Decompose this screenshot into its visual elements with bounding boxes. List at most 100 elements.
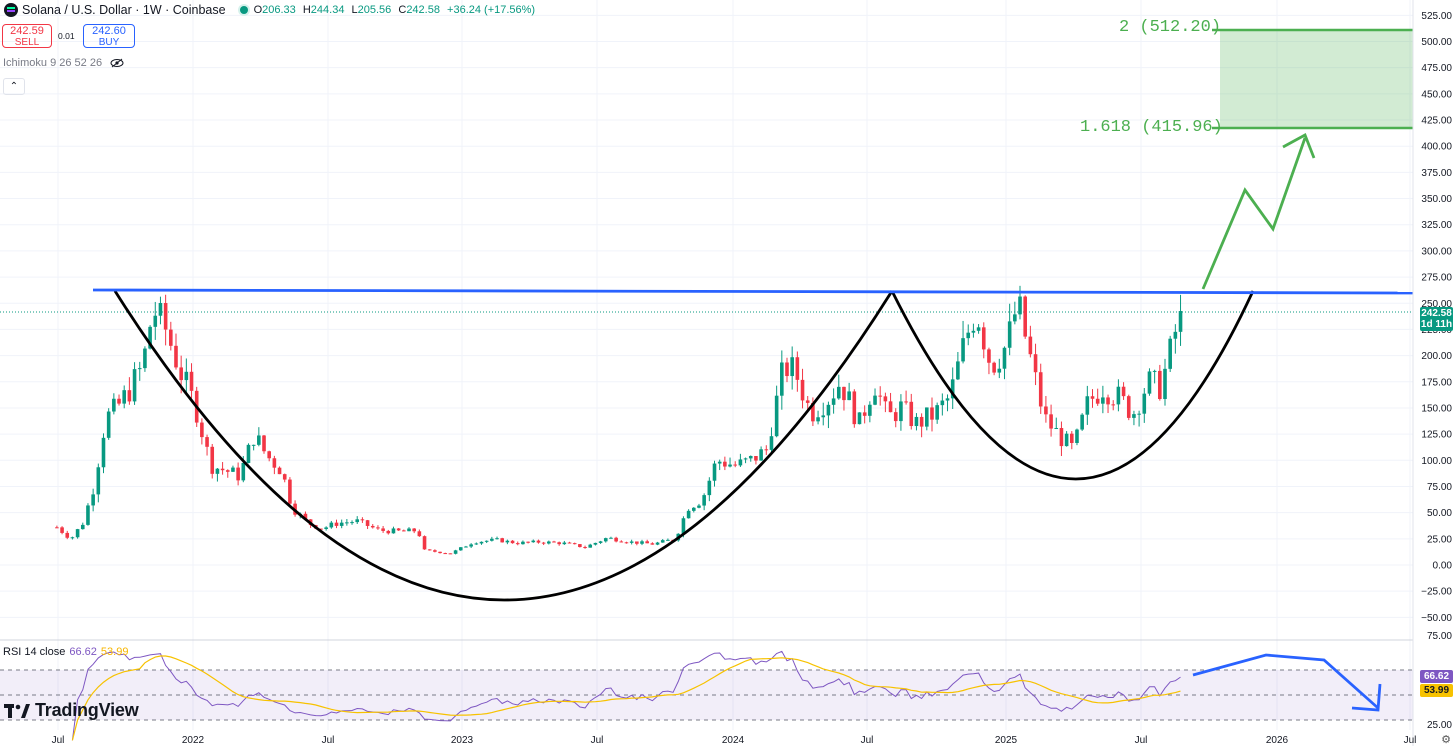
target-zone (1220, 30, 1413, 128)
candle-body (567, 542, 572, 544)
candle-body (319, 528, 323, 530)
candle-body (350, 522, 354, 524)
fib-2-label: 2 (512.20) (1119, 18, 1222, 37)
candle-body (562, 542, 567, 545)
indicator-legend[interactable]: Ichimoku 9 26 52 26 (3, 57, 124, 69)
collapse-legend-button[interactable]: ⌃ (3, 78, 25, 95)
candle-body (1173, 331, 1178, 339)
candle-body (220, 468, 225, 471)
last-price-tag: 242.58 1d 11h (1420, 307, 1453, 331)
price-tick-label: 450.00 (1421, 89, 1452, 100)
rsi-projection-arrow (1192, 653, 1379, 710)
candle-body (1158, 370, 1162, 400)
candle-body (780, 362, 784, 396)
candle-body (91, 494, 95, 506)
candle-body (578, 544, 582, 548)
candle-body (386, 530, 391, 534)
candle-body (80, 524, 85, 530)
symbol-header: Solana / U.S. Dollar · 1W · Coinbase O20… (0, 0, 535, 20)
candle-body (583, 547, 587, 549)
rsi-label: RSI 14 close (3, 646, 66, 658)
sell-button[interactable]: 242.59 SELL (2, 24, 52, 48)
rsi-legend[interactable]: RSI 14 close 66.62 53.99 (3, 646, 128, 658)
candle-body (267, 451, 271, 459)
price-tick-label: −25.00 (1421, 587, 1452, 598)
buy-price: 242.60 (92, 25, 126, 37)
candle-body (355, 519, 360, 523)
price-tick-label: 125.00 (1421, 430, 1452, 441)
candle-body (381, 528, 385, 531)
rsi-ma-tag: 53.99 (1420, 684, 1453, 697)
market-status-icon[interactable] (239, 6, 248, 14)
candle-body (448, 553, 453, 555)
candle-body (122, 390, 127, 404)
candle-body (790, 357, 794, 377)
candle-body (981, 327, 986, 350)
candle-body (681, 518, 686, 534)
candle-body (847, 391, 851, 401)
candle-body (469, 544, 473, 547)
buy-button[interactable]: 242.60 BUY (83, 24, 135, 48)
settings-icon[interactable]: ⚙ (1441, 734, 1451, 746)
price-tick-label: 325.00 (1421, 220, 1452, 231)
candle-body (184, 371, 189, 381)
tradingview-logo[interactable]: TradingView (4, 700, 139, 721)
price-tick-label: 425.00 (1421, 116, 1452, 127)
symbol-title[interactable]: Solana / U.S. Dollar · 1W · Coinbase (22, 3, 226, 17)
price-tick-label: 100.00 (1421, 456, 1452, 467)
candle-body (1090, 396, 1095, 399)
candle-body (1080, 414, 1084, 430)
candle-body (453, 550, 458, 554)
time-tick-label: Jul (1135, 735, 1148, 746)
neckline (92, 288, 1414, 295)
candle-body (712, 463, 717, 481)
candle-body (417, 531, 422, 537)
candle-body (334, 522, 339, 526)
candle-body (169, 329, 173, 346)
candle-body (433, 550, 437, 552)
candle-body (1121, 386, 1126, 397)
candle-body (940, 400, 945, 406)
rsi-ma-value: 53.99 (100, 646, 129, 658)
candle-body (614, 537, 618, 542)
price-tick-label: 275.00 (1421, 273, 1452, 284)
candle-body (231, 467, 235, 472)
candle-body (935, 405, 939, 420)
candle-body (811, 402, 815, 422)
candle-body (547, 541, 551, 544)
candle-body (427, 549, 432, 551)
candle-body (945, 398, 950, 401)
candle-body (557, 542, 561, 545)
candle-body (1007, 321, 1012, 348)
ohlc-readout: O206.33 H244.34 L205.56 C242.58 +36.24 (… (253, 4, 536, 16)
time-tick-label: 2023 (451, 735, 474, 746)
candle-body (137, 368, 142, 370)
candle-body (1044, 406, 1048, 415)
price-tick-label: 400.00 (1421, 142, 1452, 153)
candle-body (86, 505, 90, 525)
candle-body (650, 543, 655, 545)
candle-body (572, 543, 577, 545)
price-tick-label: 50.00 (1427, 508, 1452, 519)
candle-body (925, 407, 929, 427)
candle-body (1049, 414, 1053, 429)
candle-body (443, 553, 448, 555)
candle-body (976, 327, 981, 331)
candle-body (769, 436, 774, 450)
candle-body (764, 449, 769, 451)
candle-body (303, 513, 308, 520)
candle-body (438, 551, 442, 554)
candle-body (1106, 397, 1110, 405)
candle-body (1116, 386, 1121, 405)
candle-body (754, 455, 758, 461)
candle-body (1018, 296, 1022, 315)
sell-price: 242.59 (10, 25, 44, 37)
countdown: 1d 11h (1420, 319, 1453, 330)
candle-body (210, 446, 215, 474)
candle-body (1101, 397, 1105, 404)
rsi-ma-line (71, 655, 1181, 741)
eye-hidden-icon[interactable] (110, 58, 124, 68)
time-tick-label: 2025 (995, 735, 1018, 746)
candle-body (836, 386, 841, 399)
